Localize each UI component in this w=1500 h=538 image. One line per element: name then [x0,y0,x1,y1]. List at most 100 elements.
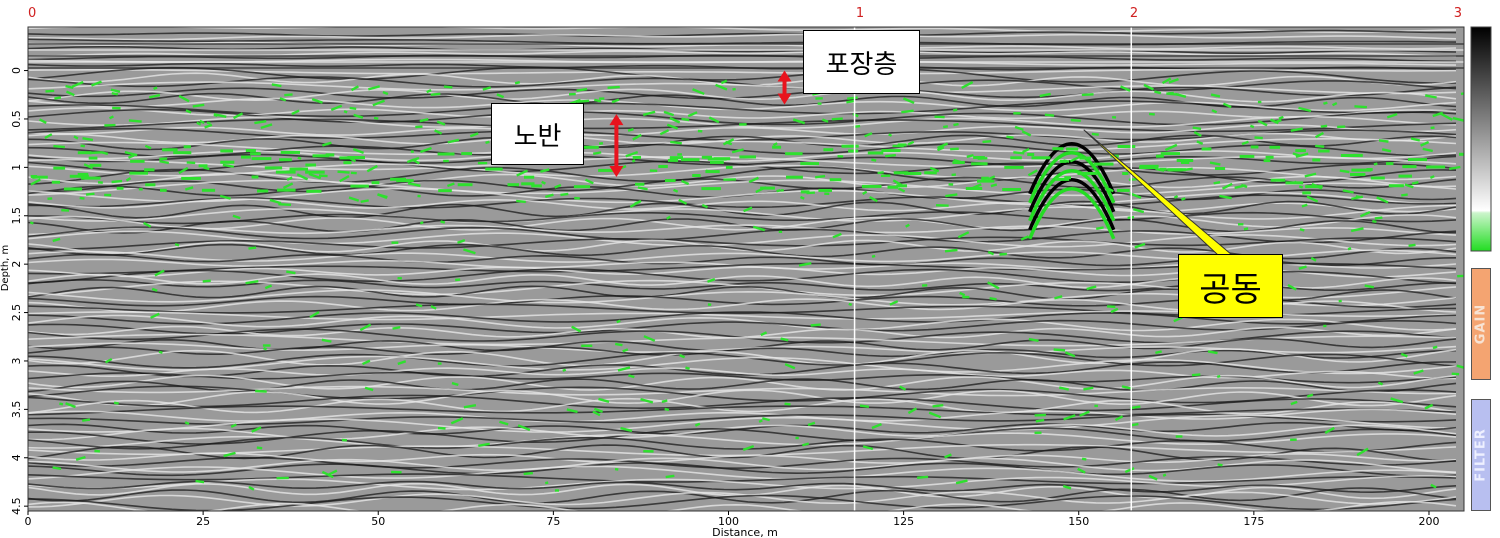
green-highlight [420,146,432,154]
green-highlight [877,171,884,175]
green-highlight [198,164,208,168]
green-highlight [1027,153,1035,156]
green-highlight [1298,185,1304,189]
green-highlight [632,133,642,141]
green-highlight [592,410,601,417]
green-highlight [669,156,683,160]
green-highlight [1185,167,1193,171]
signal-trace [28,319,1457,335]
green-highlight [1159,167,1167,171]
green-highlight [144,144,152,150]
green-highlight [173,151,192,155]
green-highlight [1452,116,1464,123]
radargram-plot[interactable] [27,26,1475,515]
green-highlight [670,140,682,145]
green-highlight [1066,147,1079,151]
green-highlight [666,215,671,220]
green-highlight [443,159,449,163]
green-highlight [434,129,443,135]
plot-frame [27,26,1465,512]
green-highlight [125,177,132,182]
green-highlight [279,158,292,162]
green-highlights [29,77,1464,492]
x-tick-label: 100 [718,515,739,528]
filter-button[interactable]: FILTER [1471,399,1491,511]
signal-trace [28,500,1457,511]
green-highlight [372,99,385,107]
signal-trace [28,452,1457,464]
green-highlight [469,132,479,138]
y-tick-label: 1.5 [10,207,23,225]
green-highlight [1064,176,1071,180]
green-highlight [679,353,686,359]
green-highlight [780,337,789,342]
gain-button[interactable]: GAIN [1471,268,1491,380]
green-highlight [1020,235,1029,241]
green-highlight [51,180,60,184]
green-highlight [94,449,100,453]
subgrade-label: 노반 [491,103,584,165]
green-highlight [545,193,554,199]
green-highlight [934,115,945,119]
green-highlight [864,132,873,138]
green-highlight [1006,135,1014,139]
top-scale-label: 3 [1454,6,1462,21]
green-highlight [1298,106,1312,113]
green-highlight [1429,175,1435,179]
green-highlight [944,248,958,253]
green-highlight [1440,112,1453,121]
green-highlight [829,178,842,182]
signal-trace [28,172,1457,189]
green-highlight [815,174,826,179]
green-highlight [101,151,109,156]
green-highlight [896,184,907,188]
green-highlight [343,161,352,165]
y-tick-label: 3 [10,357,23,364]
green-highlight [417,194,421,198]
green-highlight [523,471,533,476]
green-highlight [153,86,158,91]
green-highlight [871,158,877,162]
green-highlight [632,155,641,159]
green-highlight [1129,192,1142,199]
green-highlight [339,156,352,160]
green-highlight [61,209,70,212]
green-highlight [1027,169,1038,177]
green-highlight [1356,447,1369,457]
green-highlight [649,169,658,173]
green-highlight [952,161,965,164]
green-highlight [203,166,210,171]
green-highlight [499,420,509,426]
green-highlight [1426,165,1446,169]
green-highlight [477,161,488,165]
pavement-layer-label: 포장층 [803,30,920,94]
green-highlight [362,359,371,366]
green-highlight [637,186,648,191]
green-highlight [437,152,455,156]
green-highlight [1342,189,1354,194]
green-highlight [614,342,623,347]
green-highlight [282,182,294,190]
green-highlight [869,196,878,203]
green-highlight [821,118,829,123]
signal-trace [28,27,1457,33]
green-highlight [463,248,476,255]
green-highlight [1120,85,1131,92]
green-highlight [1386,112,1398,119]
green-highlight [1249,124,1255,129]
green-highlight [1031,156,1051,160]
green-highlight [1312,158,1321,162]
green-highlight [154,269,165,277]
green-highlight [1411,181,1419,185]
amplitude-colorbar[interactable] [1470,26,1492,252]
y-tick-label: 3.5 [10,401,23,419]
green-highlight [628,374,635,379]
signal-trace [28,333,1457,347]
green-highlight [360,199,369,203]
green-highlight [725,140,733,146]
signal-trace [28,194,1457,209]
green-highlight [328,469,338,476]
green-highlight [245,149,256,152]
signal-trace [28,176,1457,193]
green-highlight [917,475,929,479]
